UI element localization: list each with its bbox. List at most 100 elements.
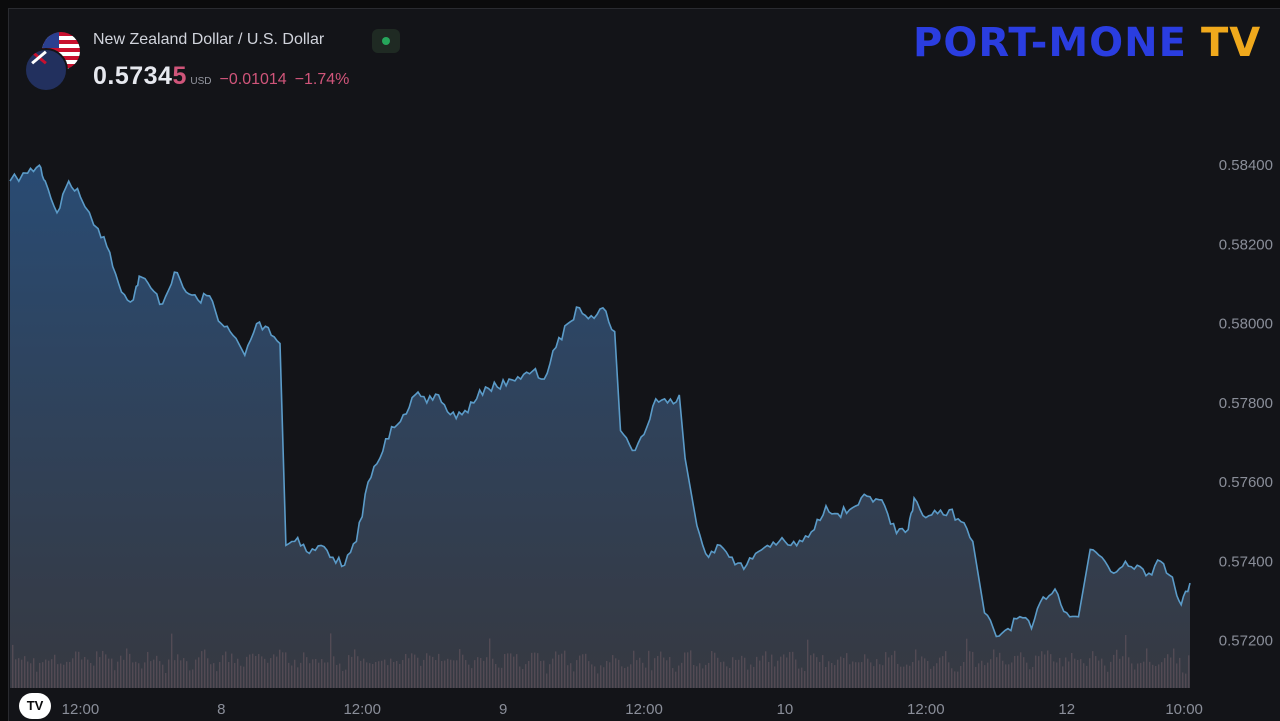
volume-bar: [1026, 662, 1028, 688]
volume-bar: [687, 652, 689, 688]
volume-bar: [324, 662, 326, 688]
volume-bar: [504, 654, 506, 688]
volume-bar: [354, 649, 356, 688]
x-tick-label: 8: [217, 701, 225, 718]
volume-bar: [828, 661, 830, 688]
volume-bar: [1050, 654, 1052, 688]
volume-bar: [771, 654, 773, 688]
volume-bar: [306, 657, 308, 688]
volume-bar: [786, 657, 788, 688]
volume-bar: [1137, 663, 1139, 688]
volume-bar: [528, 660, 530, 688]
volume-bar: [48, 660, 50, 688]
symbol-title[interactable]: New Zealand Dollar / U.S. Dollar: [93, 31, 325, 48]
volume-bar: [1149, 661, 1151, 688]
volume-bar: [18, 658, 20, 688]
volume-bar: [756, 656, 758, 688]
volume-bar: [30, 663, 32, 688]
volume-bar: [1092, 651, 1094, 688]
volume-bar: [1122, 656, 1124, 688]
volume-bar: [1035, 655, 1037, 688]
volume-bar: [147, 651, 149, 688]
volume-bar: [1044, 654, 1046, 688]
volume-bar: [837, 659, 839, 688]
price-unit: USD: [190, 76, 212, 87]
volume-bar: [921, 656, 923, 688]
volume-bar: [810, 655, 812, 688]
volume-bar: [990, 659, 992, 688]
volume-bar: [1062, 666, 1064, 688]
x-tick-label: 12:00: [625, 701, 663, 718]
volume-bar: [15, 659, 17, 688]
volume-bar: [450, 659, 452, 688]
volume-bar: [918, 660, 920, 688]
volume-bar: [645, 667, 647, 688]
volume-bar: [582, 654, 584, 688]
volume-bar: [123, 659, 125, 688]
live-status-icon[interactable]: [372, 29, 400, 53]
volume-bar: [684, 652, 686, 688]
volume-bar: [1131, 663, 1133, 688]
x-tick-label: 10:00: [1165, 701, 1203, 718]
volume-bar: [510, 653, 512, 688]
y-tick-label: 0.57600: [1219, 474, 1273, 491]
volume-bar: [729, 667, 731, 688]
volume-bar: [681, 662, 683, 688]
volume-bar: [591, 664, 593, 688]
volume-bar: [585, 653, 587, 688]
x-tick-label: 10: [777, 701, 794, 718]
logo-text: PORT-MONE: [913, 20, 1187, 66]
volume-bar: [1011, 662, 1013, 688]
volume-bar: [936, 663, 938, 688]
tradingview-logo-icon[interactable]: TV: [19, 693, 51, 719]
volume-bar: [519, 666, 521, 688]
volume-bar: [216, 671, 218, 688]
x-tick-label: 12:00: [62, 701, 100, 718]
volume-bar: [1170, 657, 1172, 688]
volume-bar: [693, 664, 695, 688]
volume-bar: [195, 659, 197, 688]
volume-bar: [42, 662, 44, 688]
volume-bar: [678, 665, 680, 688]
volume-bar: [1083, 663, 1085, 688]
volume-bar: [270, 658, 272, 688]
volume-bar: [120, 655, 122, 688]
volume-bar: [999, 652, 1001, 688]
volume-bar: [1158, 664, 1160, 688]
volume-bar: [303, 652, 305, 688]
price-main: 0.5734: [93, 62, 173, 90]
volume-bar: [801, 667, 803, 688]
volume-bar: [210, 664, 212, 688]
volume-bar: [93, 665, 95, 688]
volume-bar: [849, 664, 851, 688]
volume-bar: [804, 671, 806, 688]
volume-bar: [669, 657, 671, 688]
price-change-pct: −1.74%: [294, 71, 350, 88]
volume-bar: [1140, 662, 1142, 688]
volume-bar: [738, 659, 740, 688]
y-tick-label: 0.57200: [1219, 632, 1273, 649]
volume-bar: [816, 657, 818, 688]
volume-bar: [441, 661, 443, 688]
volume-bar: [186, 661, 188, 688]
volume-bar: [1176, 663, 1178, 688]
volume-bar: [204, 649, 206, 688]
volume-bar: [633, 650, 635, 688]
volume-bar: [561, 653, 563, 688]
volume-bar: [978, 663, 980, 688]
x-tick-label: 12: [1058, 701, 1075, 718]
volume-bar: [795, 659, 797, 688]
volume-bar: [357, 656, 359, 688]
volume-bar: [273, 654, 275, 688]
volume-bar: [1155, 666, 1157, 688]
volume-bar: [939, 657, 941, 688]
volume-bar: [339, 663, 341, 688]
volume-bar: [807, 639, 809, 688]
volume-bar: [54, 654, 56, 688]
volume-bar: [1110, 661, 1112, 688]
volume-bar: [1134, 669, 1136, 688]
volume-bar: [75, 651, 77, 688]
volume-bar: [1188, 655, 1190, 688]
volume-bar: [747, 669, 749, 688]
